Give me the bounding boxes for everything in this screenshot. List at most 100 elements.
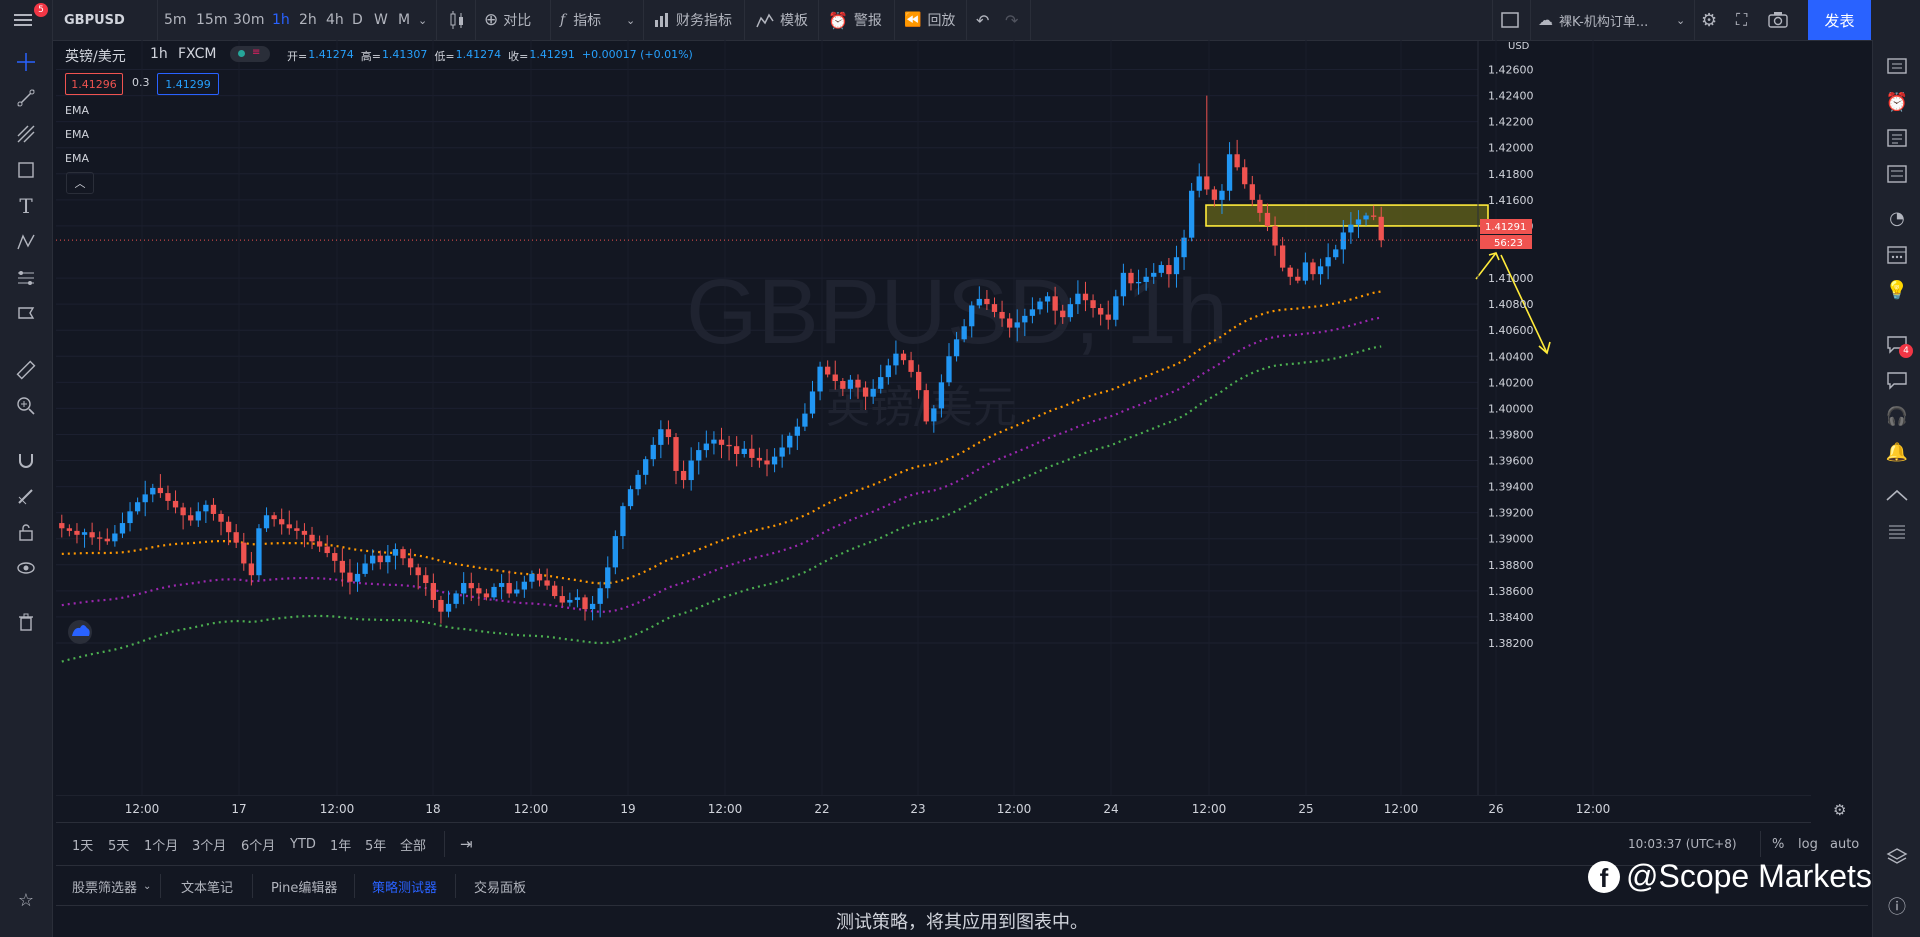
- calendar-icon[interactable]: [1883, 240, 1911, 268]
- replay-button[interactable]: ⏪ 回放: [904, 12, 956, 29]
- interval-w[interactable]: W: [374, 12, 388, 28]
- auto-toggle[interactable]: auto: [1830, 836, 1860, 852]
- rectangle-tool-icon[interactable]: [12, 156, 40, 184]
- indicators-dropdown-icon[interactable]: ⌄: [626, 13, 636, 27]
- symbol-title[interactable]: 英镑/美元: [65, 49, 126, 65]
- interval-4h[interactable]: 4h: [326, 12, 344, 28]
- price-tick-label: 1.39000: [1488, 533, 1534, 546]
- drawing-mode-icon[interactable]: [12, 482, 40, 510]
- range-all[interactable]: 全部: [400, 838, 427, 854]
- help-icon[interactable]: ⓘ: [1888, 897, 1906, 918]
- price-tick-label: 1.40200: [1488, 376, 1534, 389]
- range-1m[interactable]: 1个月: [144, 838, 179, 854]
- ema-indicator-3[interactable]: EMA: [65, 152, 89, 165]
- resistance-zone[interactable]: [1205, 204, 1489, 227]
- market-status-badge[interactable]: ≡: [230, 46, 270, 62]
- chevron-down-icon[interactable]: ⌄: [418, 13, 428, 27]
- ema-indicator-1[interactable]: EMA: [65, 104, 89, 117]
- redo-icon[interactable]: ↷: [1005, 10, 1019, 30]
- messages-icon[interactable]: [1883, 366, 1911, 394]
- pitchfork-icon[interactable]: [12, 120, 40, 148]
- dom-icon[interactable]: [1883, 518, 1911, 546]
- interval-1h[interactable]: 1h: [272, 12, 290, 28]
- ideas-lightbulb-icon[interactable]: 💡: [1885, 279, 1909, 301]
- data-window-icon[interactable]: [1883, 124, 1911, 152]
- interval-5m[interactable]: 5m: [164, 12, 187, 28]
- forecast-tool-icon[interactable]: [12, 264, 40, 292]
- fullscreen-icon[interactable]: ⛶: [1736, 10, 1748, 29]
- arrow-drawing[interactable]: [1475, 252, 1551, 355]
- percent-toggle[interactable]: %: [1772, 836, 1785, 852]
- hotlist-icon[interactable]: ◔: [1889, 207, 1905, 229]
- interval-30m[interactable]: 30m: [233, 12, 265, 28]
- zoom-in-icon[interactable]: [12, 392, 40, 420]
- clock-display[interactable]: 10:03:37 (UTC+8): [1628, 837, 1737, 851]
- text-tool-icon[interactable]: T: [19, 194, 33, 218]
- pattern-tool-icon[interactable]: [12, 228, 40, 256]
- log-toggle[interactable]: log: [1798, 836, 1818, 852]
- tab-pine-editor[interactable]: Pine编辑器: [271, 880, 338, 896]
- buy-price-button[interactable]: 1.41299: [157, 73, 219, 95]
- candle: [430, 573, 437, 609]
- notifications-bell-icon[interactable]: 🔔: [1885, 441, 1909, 463]
- symbol-search[interactable]: GBPUSD: [64, 12, 125, 28]
- trash-icon[interactable]: [12, 608, 40, 636]
- sell-price-button[interactable]: 1.41296: [65, 73, 123, 95]
- lock-icon[interactable]: [12, 518, 40, 546]
- watchlist-icon[interactable]: [1883, 52, 1911, 80]
- range-1y[interactable]: 1年: [330, 838, 352, 854]
- tab-trading-panel[interactable]: 交易面板: [474, 880, 527, 896]
- camera-icon[interactable]: [1767, 0, 1789, 40]
- price-tick-label: 1.42400: [1488, 90, 1534, 103]
- ruler-icon[interactable]: [12, 356, 40, 384]
- layout-dropdown-icon[interactable]: ⌄: [1676, 13, 1686, 27]
- indicators-button[interactable]: f 指标: [560, 12, 602, 29]
- interval-15m[interactable]: 15m: [196, 12, 228, 28]
- compare-button[interactable]: ⊕ 对比: [484, 10, 532, 30]
- order-panel-icon[interactable]: [1883, 482, 1911, 510]
- alarm-icon[interactable]: ⏰: [1885, 91, 1909, 113]
- magnet-icon[interactable]: [12, 446, 40, 474]
- interval-m[interactable]: M: [398, 12, 411, 28]
- interval-d[interactable]: D: [352, 12, 363, 28]
- alerts-button[interactable]: ⏰ 警报: [828, 10, 882, 30]
- menu-button[interactable]: [12, 0, 34, 40]
- financials-button[interactable]: 财务指标: [654, 0, 732, 40]
- gear-icon[interactable]: ⚙: [1701, 9, 1718, 31]
- tab-text-notes[interactable]: 文本笔记: [181, 880, 234, 896]
- ema-indicator-2[interactable]: EMA: [65, 128, 89, 141]
- streams-icon[interactable]: 🎧: [1885, 405, 1909, 427]
- candle-body: [552, 585, 558, 597]
- tab-stock-screener[interactable]: 股票筛选器 ⌄: [72, 880, 152, 896]
- collapse-legend-icon[interactable]: ︿: [66, 172, 94, 194]
- range-3m[interactable]: 3个月: [192, 838, 227, 854]
- price-chart[interactable]: GBPUSD, 1h 英镑/美元 1.426001.424001.422001.…: [56, 40, 1811, 795]
- range-ytd[interactable]: YTD: [290, 836, 316, 852]
- chart-type-button[interactable]: [448, 0, 466, 40]
- crosshair-icon[interactable]: [12, 48, 40, 76]
- news-icon[interactable]: [1883, 160, 1911, 188]
- tab-strategy-tester[interactable]: 策略测试器: [372, 880, 438, 896]
- range-5y[interactable]: 5年: [365, 838, 387, 854]
- layout-name-button[interactable]: ☁ 裸K-机构订单...: [1538, 11, 1649, 30]
- trend-line-icon[interactable]: [12, 84, 40, 112]
- layers-icon[interactable]: [1883, 844, 1911, 872]
- undo-icon[interactable]: ↶: [976, 10, 990, 30]
- layout-button[interactable]: [1500, 0, 1520, 40]
- eye-icon[interactable]: [12, 554, 40, 582]
- time-axis-settings-icon[interactable]: ⚙: [1833, 801, 1847, 819]
- interval-2h[interactable]: 2h: [299, 12, 317, 28]
- range-6m[interactable]: 6个月: [241, 838, 276, 854]
- star-icon[interactable]: ☆: [17, 889, 35, 911]
- chat-icon[interactable]: [1883, 330, 1911, 358]
- publish-button[interactable]: 发表: [1808, 0, 1871, 40]
- icon-tool-icon[interactable]: [12, 300, 40, 328]
- goto-date-icon[interactable]: ⇥: [460, 835, 473, 853]
- templates-button[interactable]: 模板: [756, 0, 808, 40]
- candle-body: [544, 580, 550, 586]
- range-1d[interactable]: 1天: [72, 838, 94, 854]
- time-axis[interactable]: 12:00 17 12:00 18 12:00 19 12:00 22 23 12:00 24 12:…: [56, 795, 1811, 822]
- range-5d[interactable]: 5天: [108, 838, 130, 854]
- candle: [225, 516, 232, 546]
- trading-view-logo-icon[interactable]: [68, 620, 92, 644]
